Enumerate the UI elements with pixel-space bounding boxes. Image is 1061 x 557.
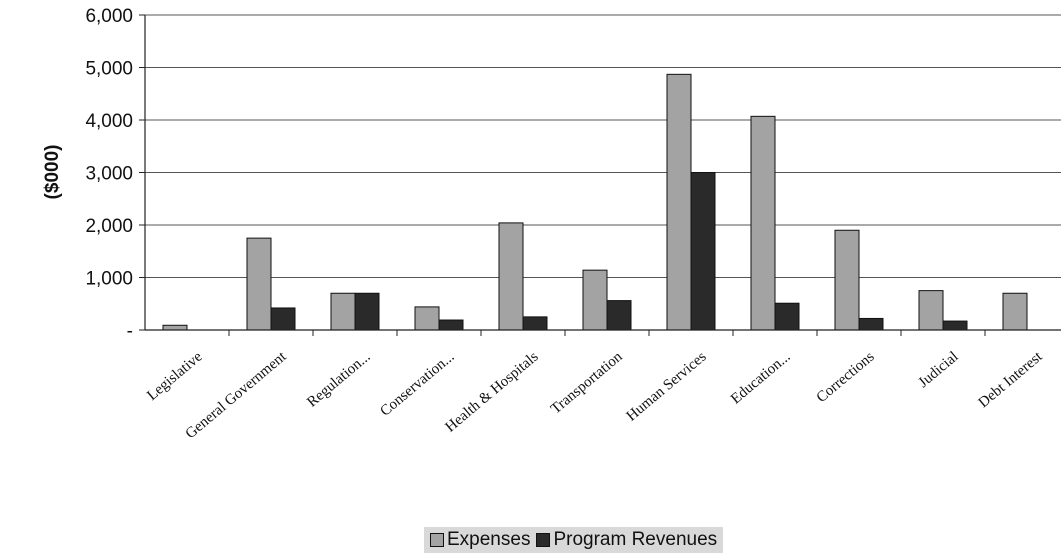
x-tick-label: Transportation bbox=[548, 348, 626, 417]
bar-expenses bbox=[918, 290, 944, 331]
bar-program-revenues bbox=[270, 307, 296, 331]
bar-expenses bbox=[162, 324, 188, 331]
bar-expenses bbox=[666, 73, 692, 331]
x-tick-label: Regulation... bbox=[304, 349, 373, 411]
legend-label-program-revenues: Program Revenues bbox=[553, 529, 718, 550]
y-tick-label: 3,000 bbox=[85, 164, 133, 185]
x-tick-label: Health & Hospitals bbox=[443, 349, 542, 436]
x-tick-label: Conservation... bbox=[377, 349, 457, 420]
bar-program-revenues bbox=[858, 317, 884, 331]
y-tick-label: 4,000 bbox=[85, 111, 133, 132]
bar-program-revenues bbox=[606, 300, 632, 331]
bar-program-revenues bbox=[354, 292, 380, 331]
gridlines bbox=[145, 14, 1061, 278]
bar-expenses bbox=[246, 237, 272, 331]
bar-program-revenues bbox=[438, 319, 464, 331]
bar-program-revenues bbox=[690, 172, 716, 331]
x-tick-label: Human Services bbox=[624, 349, 710, 425]
x-tick-label: Judicial bbox=[916, 349, 962, 391]
x-tick-label: Education... bbox=[728, 349, 793, 408]
legend-item-expenses: Expenses bbox=[430, 529, 530, 551]
bar-program-revenues bbox=[774, 302, 800, 331]
x-tick-label: Corrections bbox=[814, 349, 878, 406]
bar-expenses bbox=[330, 292, 356, 331]
axes bbox=[139, 14, 1061, 336]
bar-program-revenues bbox=[522, 316, 548, 331]
legend-swatch-expenses bbox=[430, 533, 444, 547]
y-tick-label: 1,000 bbox=[85, 269, 133, 290]
bars bbox=[162, 73, 1028, 331]
x-tick-label: Legislative bbox=[144, 349, 206, 404]
bar-expenses bbox=[750, 115, 776, 331]
bar-expenses bbox=[1002, 292, 1028, 331]
bar-program-revenues bbox=[942, 320, 968, 331]
y-tick-labels: - 1,000 2,000 3,000 4,000 5,000 6,000 bbox=[85, 6, 133, 342]
bar-expenses bbox=[582, 269, 608, 331]
y-tick-label: 6,000 bbox=[85, 6, 133, 27]
legend: Expenses Program Revenues bbox=[424, 527, 724, 553]
legend-label-expenses: Expenses bbox=[447, 529, 531, 550]
legend-item-program-revenues: Program Revenues bbox=[536, 529, 717, 551]
legend-swatch-program-revenues bbox=[536, 533, 551, 547]
y-tick-label: - bbox=[127, 321, 133, 342]
bar-expenses bbox=[834, 229, 860, 331]
x-tick-label: Debt Interest bbox=[976, 348, 1047, 411]
y-tick-label: 5,000 bbox=[85, 59, 133, 80]
y-axis-title: ($000) bbox=[42, 145, 63, 200]
bar-expenses bbox=[498, 222, 524, 331]
bar-expenses bbox=[414, 306, 440, 331]
y-tick-label: 2,000 bbox=[85, 216, 133, 237]
